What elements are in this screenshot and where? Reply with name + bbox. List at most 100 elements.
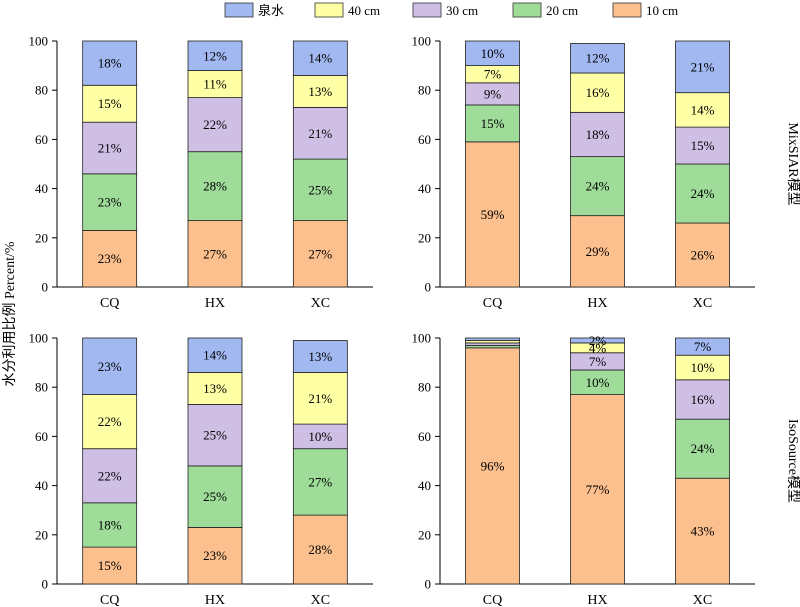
data-label-cq-3: 22%	[98, 414, 122, 429]
bar-segment-hx-4	[570, 43, 625, 74]
bar-segment-xc-0	[675, 222, 730, 288]
bar-segment-hx-0	[570, 215, 625, 288]
x-tick-label-xc: XC	[311, 296, 330, 311]
x-tick-label-hx: HX	[205, 593, 225, 607]
data-label-cq-3: 7%	[484, 67, 502, 82]
data-label-hx-0: 77%	[586, 482, 610, 497]
data-label-xc-0: 26%	[691, 248, 715, 263]
y-tick-label: 0	[425, 280, 432, 295]
bar-segment-cq-0	[465, 347, 520, 585]
bar-segment-hx-2	[187, 97, 243, 153]
bar-segment-cq-4	[465, 337, 520, 341]
y-axis-label: 水分利用比例 Percent/%	[2, 241, 18, 386]
bar-segment-hx-2	[187, 404, 243, 467]
data-label-hx-3: 11%	[203, 77, 227, 92]
data-label-hx-0: 29%	[586, 244, 610, 259]
x-tick-label-hx: HX	[587, 296, 607, 311]
y-tick-label: 40	[35, 478, 48, 493]
data-label-xc-4: 13%	[308, 349, 332, 364]
y-tick-label: 20	[418, 230, 431, 245]
data-label-xc-2: 15%	[691, 138, 715, 153]
y-tick-label: 80	[418, 380, 431, 395]
bar-segment-hx-0	[187, 527, 243, 585]
y-tick-label: 80	[35, 380, 48, 395]
y-tick-label: 60	[35, 429, 48, 444]
legend-label-0: 泉水	[258, 3, 284, 18]
y-tick-label: 40	[35, 181, 48, 196]
panel-mixsiar-right: 0 20 40 60 80 100 59% 15% 9% 7% 10% CQ 29% 24% 18% 16% 1…	[412, 34, 755, 311]
bar-segment-cq-4	[465, 40, 520, 67]
x-tick-label-cq: CQ	[100, 296, 119, 311]
bar-segment-xc-0	[292, 220, 348, 288]
bar-segment-xc-3	[292, 372, 348, 425]
x-tick-label-xc: XC	[311, 593, 330, 607]
bar-segment-cq-2	[82, 448, 138, 504]
bar-segment-xc-2	[675, 126, 730, 165]
y-tick-label: 60	[418, 132, 431, 147]
data-label-hx-0: 23%	[203, 548, 227, 563]
data-label-cq-0: 59%	[481, 207, 505, 222]
data-label-cq-4: 18%	[98, 56, 122, 71]
data-label-xc-2: 21%	[308, 126, 332, 141]
bar-segment-xc-2	[292, 107, 348, 160]
data-label-hx-4: 12%	[203, 48, 227, 63]
y-tick-label: 60	[35, 132, 48, 147]
data-label-hx-2: 25%	[203, 428, 227, 443]
bar-segment-xc-2	[292, 423, 348, 450]
data-label-xc-1: 27%	[308, 474, 332, 489]
data-label-xc-4: 7%	[694, 339, 712, 354]
y-tick-label: 20	[35, 230, 48, 245]
data-label-xc-2: 16%	[691, 392, 715, 407]
bar-segment-hx-1	[570, 156, 625, 217]
bar-segment-xc-1	[292, 158, 348, 221]
x-tick-label-cq: CQ	[100, 593, 119, 607]
data-label-cq-1: 18%	[98, 517, 122, 532]
data-label-hx-1: 10%	[586, 375, 610, 390]
bar-segment-xc-1	[292, 448, 348, 516]
y-tick-label: 80	[418, 83, 431, 98]
x-tick-label-cq: CQ	[483, 296, 502, 311]
data-label-cq-1: 23%	[98, 195, 122, 210]
data-label-xc-1: 24%	[691, 441, 715, 456]
bar-segment-xc-2	[675, 379, 730, 420]
x-tick-label-cq: CQ	[483, 593, 502, 607]
panel-isosource-right: 02040608010096%CQ77%10%7%4%2%HX43%24%16%…	[412, 331, 755, 607]
y-tick-label: 0	[42, 280, 49, 295]
y-tick-label: 100	[412, 34, 432, 49]
legend-swatch-0	[224, 2, 254, 18]
bar-segment-cq-4	[82, 40, 138, 86]
y-tick-label: 40	[418, 478, 431, 493]
bar-segment-hx-1	[187, 465, 243, 528]
data-label-hx-2: 18%	[586, 127, 610, 142]
y-tick-label: 100	[412, 331, 432, 346]
bar-segment-cq-1	[82, 173, 138, 231]
bar-segment-cq-0	[465, 141, 520, 288]
y-tick-label: 0	[425, 577, 432, 592]
data-label-xc-2: 10%	[308, 429, 332, 444]
data-label-xc-3: 14%	[691, 102, 715, 117]
data-label-hx-3: 16%	[586, 85, 610, 100]
bar-segment-hx-4	[570, 337, 625, 344]
data-label-cq-2: 22%	[98, 468, 122, 483]
panel-mixsiar-left: 0 20 40 60 80 100 23% 23% 21% 15% 18% CQ 27% 28% 22% 11…	[29, 34, 373, 311]
y-tick-label: 100	[29, 331, 49, 346]
y-tick-label: 20	[418, 527, 431, 542]
data-label-hx-2: 22%	[203, 117, 227, 132]
legend-swatch-1	[314, 2, 344, 18]
data-label-cq-0: 96%	[481, 458, 505, 473]
legend-label-4: 10 cm	[646, 3, 678, 18]
bar-segment-xc-0	[675, 477, 730, 585]
legend-label-1: 40 cm	[348, 3, 380, 18]
y-tick-label: 100	[29, 34, 49, 49]
bar-segment-hx-4	[187, 337, 243, 373]
data-label-hx-2: 7%	[589, 354, 607, 369]
bar-segment-cq-4	[82, 337, 138, 395]
bar-segment-cq-1	[82, 502, 138, 548]
data-label-hx-3: 4%	[589, 340, 607, 355]
data-label-hx-1: 24%	[586, 179, 610, 194]
x-tick-label-xc: XC	[693, 593, 712, 607]
data-label-xc-3: 10%	[691, 360, 715, 375]
row-label-isosource: IsoSource模型	[785, 419, 800, 503]
bar-segment-cq-0	[82, 230, 138, 288]
